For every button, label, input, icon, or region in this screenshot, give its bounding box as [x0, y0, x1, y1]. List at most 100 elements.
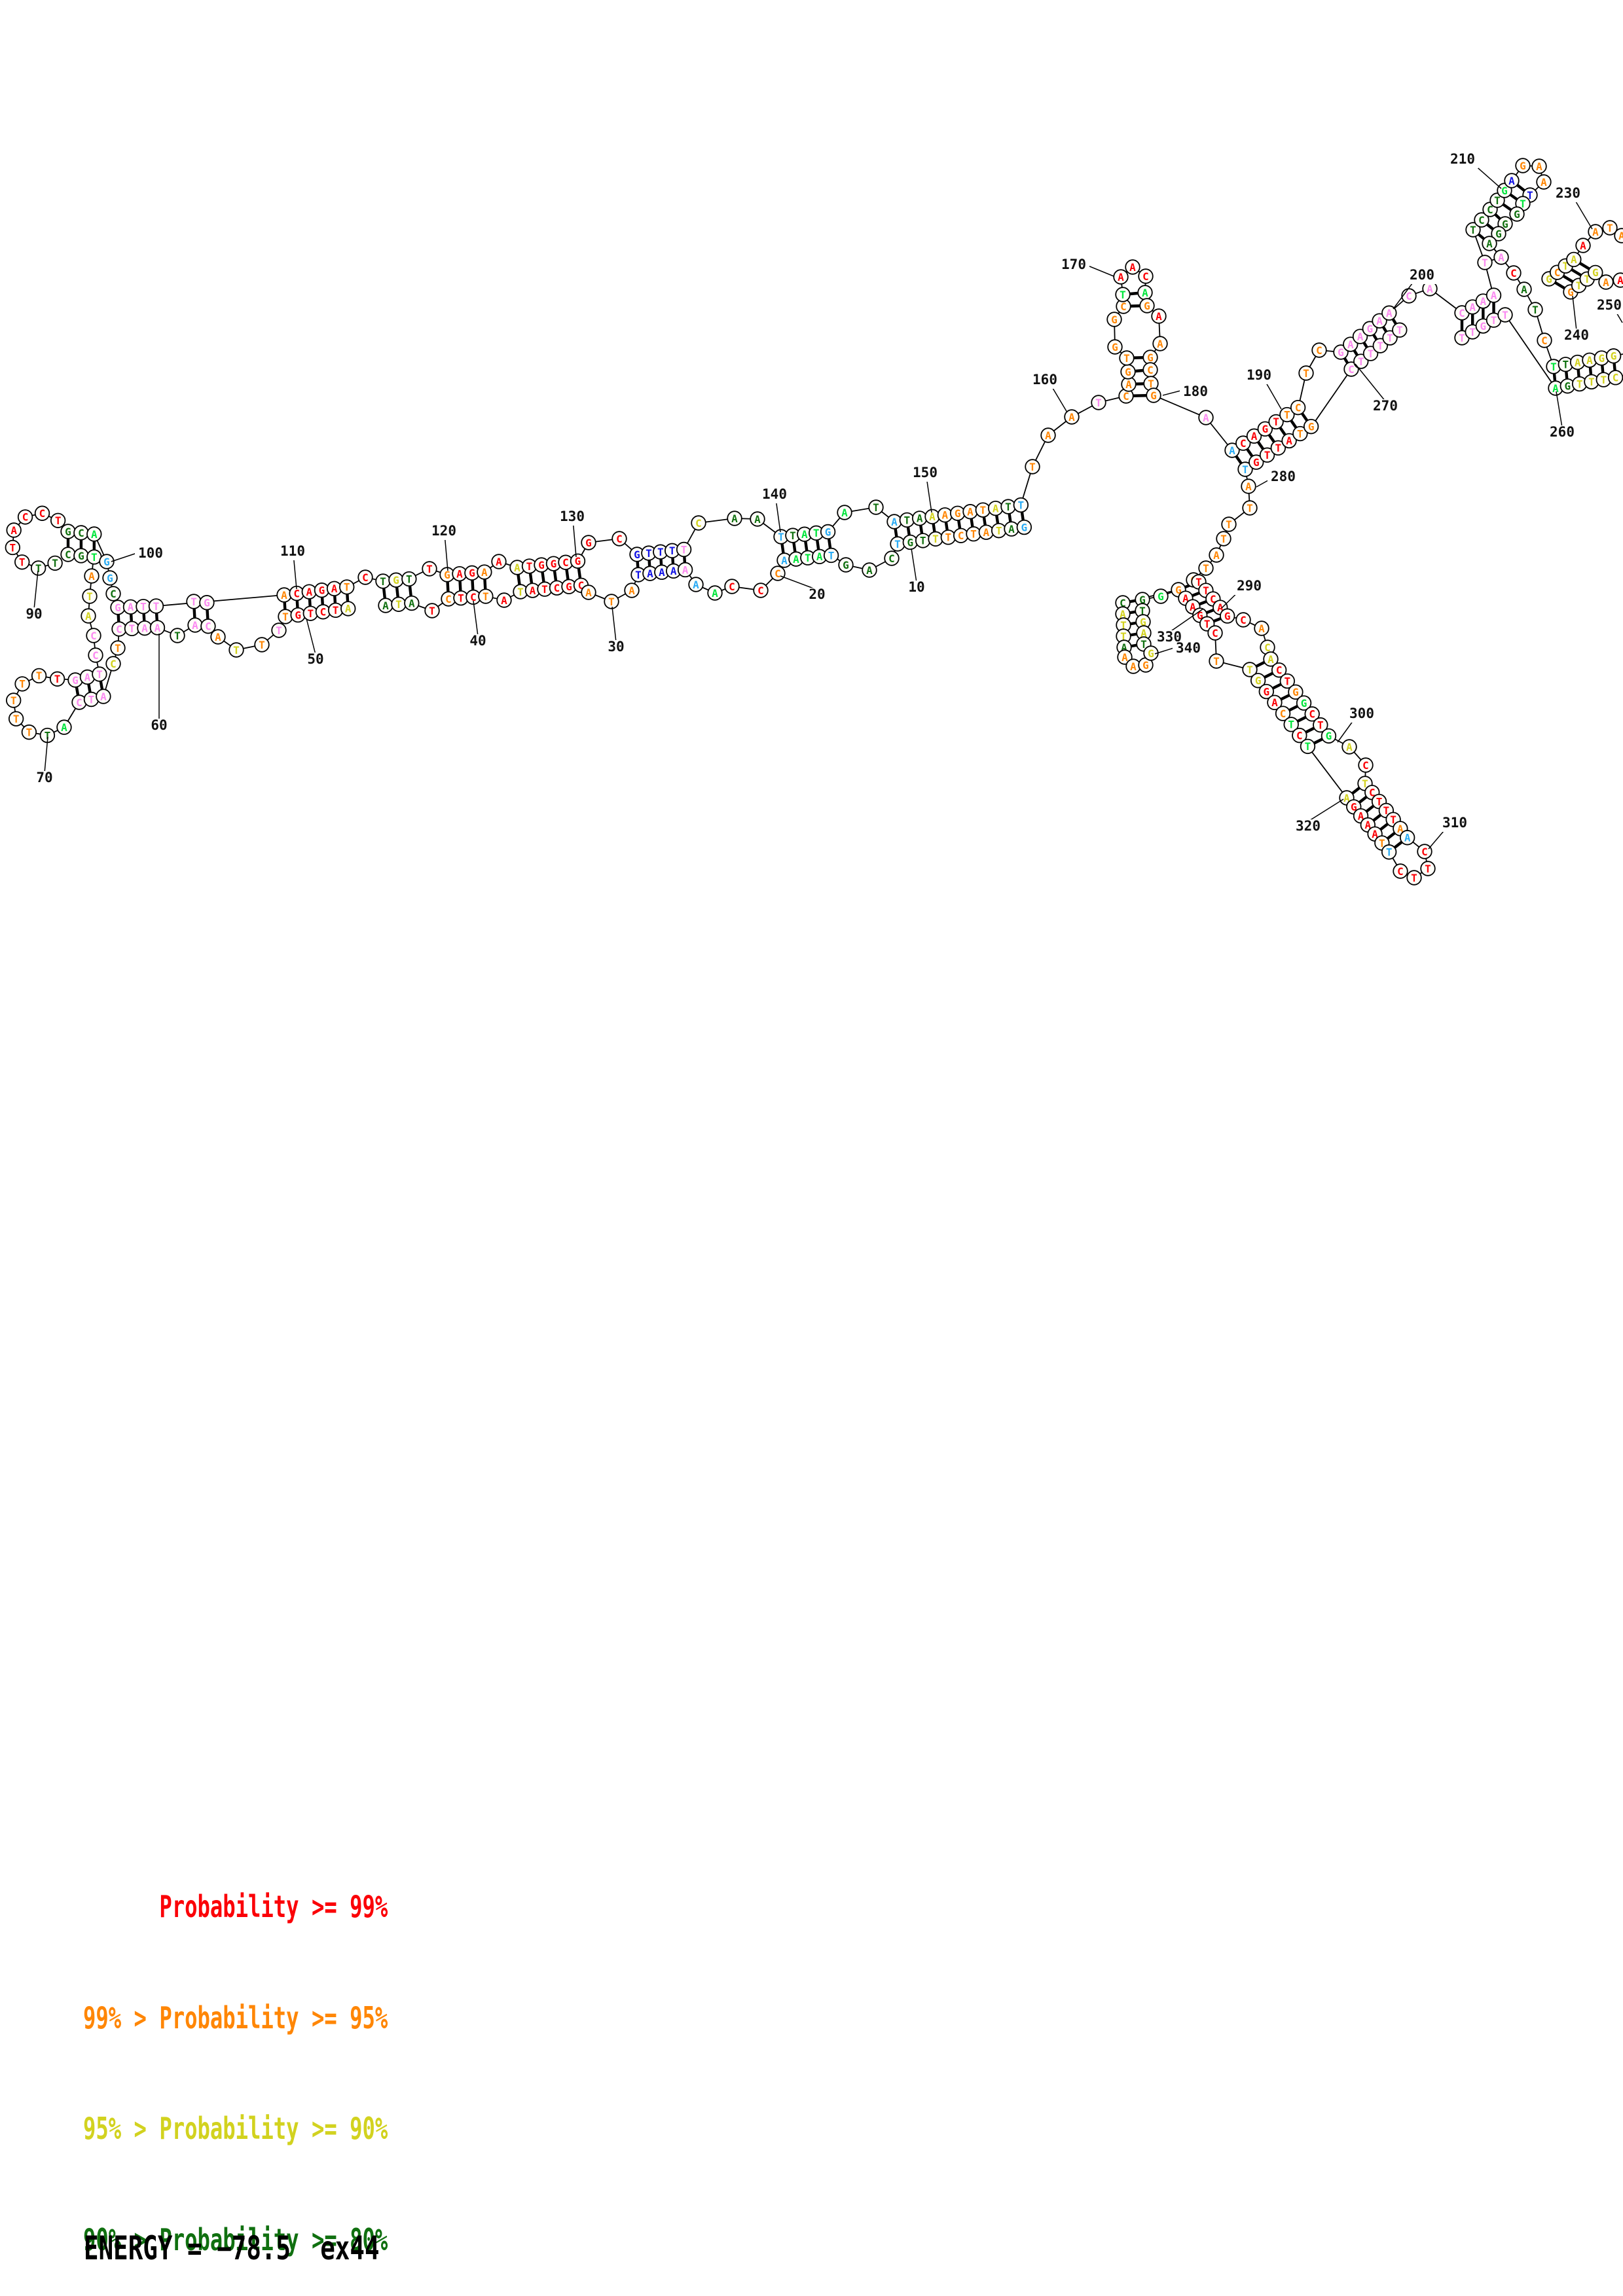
nucleotide-letter: A: [1346, 741, 1353, 753]
nucleotide-letter: G: [1021, 521, 1028, 533]
nucleotide-letter: T: [1005, 501, 1012, 513]
nucleotide-letter: A: [1045, 429, 1051, 442]
nucleotide: [1381, 305, 1397, 321]
nucleotide-letter: A: [1129, 261, 1136, 274]
nucleotide-letter: T: [828, 549, 835, 562]
nucleotide-letter: A: [281, 589, 287, 601]
nucleotide-letter: A: [1486, 238, 1493, 250]
nucleotide: [1220, 608, 1235, 624]
nucleotide: [8, 711, 24, 726]
nucleotide-letter: G: [1546, 273, 1552, 285]
nucleotide-letter: A: [1258, 622, 1265, 635]
nucleotide-letter: G: [1502, 218, 1508, 230]
nucleotide-letter: T: [980, 504, 987, 516]
nucleotide: [1246, 428, 1262, 444]
nucleotide-letter: A: [1229, 444, 1235, 457]
nucleotide-letter: A: [1397, 823, 1404, 835]
nucleotide-letter: G: [1301, 697, 1307, 709]
nucleotide-letter: A: [1182, 592, 1189, 605]
nucleotide-letter: A: [382, 600, 389, 612]
nucleotide: [677, 562, 693, 578]
nucleotide-letter: C: [90, 630, 97, 642]
nucleotide-letter: C: [1123, 390, 1129, 403]
label-leader-line: [1169, 608, 1204, 633]
energy-label: ENERGY = −78.5 ex44: [84, 2229, 380, 2267]
nucleotide-letter: C: [1348, 363, 1355, 376]
nucleotide-letter: C: [1613, 372, 1619, 384]
nucleotide-letter: A: [1121, 641, 1127, 654]
nucleotide-letter: A: [1386, 307, 1393, 319]
nucleotide-letter: A: [866, 564, 873, 577]
nucleotide-letter: A: [781, 554, 788, 567]
nucleotide-letter: A: [1575, 356, 1581, 368]
nucleotide: [1607, 370, 1623, 386]
nucleotide-letter: A: [345, 603, 352, 615]
nucleotide-letter: A: [1267, 653, 1274, 666]
nucleotide: [1258, 683, 1274, 700]
nucleotide-letter: A: [816, 550, 823, 563]
nucleotide-letter: A: [10, 524, 17, 537]
nucleotide: [1241, 478, 1256, 494]
nucleotide-letter: T: [1148, 378, 1154, 390]
nucleotide-letter: T: [1386, 846, 1393, 859]
nucleotide: [688, 577, 704, 592]
nucleotide-letter: T: [1120, 619, 1127, 632]
nucleotide-letter: T: [52, 557, 58, 569]
nucleotide-letter: A: [306, 586, 312, 598]
position-label: 290: [1237, 578, 1262, 594]
nucleotide-letter: A: [1376, 315, 1383, 327]
nucleotide-letter: C: [554, 582, 560, 594]
nucleotide-letter: G: [1480, 320, 1487, 332]
nucleotide-letter: A: [155, 622, 161, 634]
nucleotide: [148, 598, 164, 614]
position-label: 120: [431, 523, 456, 539]
nucleotide: [1125, 259, 1140, 275]
nucleotide-letter: C: [1120, 597, 1126, 609]
nucleotide-letter: T: [1195, 576, 1202, 588]
nucleotide-letter: T: [1482, 257, 1488, 269]
nucleotide-letter: T: [1527, 189, 1533, 202]
position-label: 150: [913, 465, 938, 480]
nucleotide: [1303, 418, 1319, 435]
position-label: 270: [1373, 398, 1398, 414]
nucleotide-letter: T: [1520, 198, 1526, 210]
nucleotide: [1267, 694, 1283, 711]
nucleotide: [1497, 307, 1513, 323]
nucleotide-letter: T: [1242, 463, 1249, 476]
nucleotide-letter: A: [1469, 301, 1476, 314]
nucleotide: [1531, 158, 1547, 174]
nucleotide-letter: T: [1139, 605, 1146, 617]
nucleotide-letter: A: [1122, 651, 1128, 664]
nucleotide-letter: T: [429, 605, 435, 617]
nucleotide-letter: A: [1491, 289, 1497, 302]
nucleotide-letter: A: [1571, 253, 1577, 266]
nucleotide: [1207, 625, 1223, 641]
nucleotide-letter: C: [1240, 614, 1247, 626]
nucleotide-letter: G: [1139, 594, 1146, 606]
nucleotide: [1420, 861, 1436, 876]
nucleotide-letter: C: [1280, 708, 1286, 720]
nucleotide-letter: A: [712, 587, 718, 600]
nucleotide-letter: T: [669, 545, 676, 557]
position-label: 140: [762, 486, 787, 502]
nucleotide: [88, 647, 103, 663]
nucleotide: [102, 570, 118, 586]
nucleotide-letter: C: [888, 552, 895, 565]
nucleotide-letter: T: [1120, 289, 1126, 301]
nucleotide-letter: T: [86, 590, 93, 603]
nucleotide-letter: T: [920, 535, 926, 547]
nucleotide: [1509, 206, 1525, 222]
nucleotide-letter: A: [585, 586, 592, 599]
nucleotide: [1477, 255, 1493, 270]
nucleotide-letter: A: [659, 566, 665, 579]
nucleotide: [339, 579, 355, 595]
label-leader-line: [44, 736, 48, 774]
nucleotide: [5, 539, 21, 556]
nucleotide-letter: T: [873, 501, 879, 514]
nucleotide-letter: T: [1284, 675, 1290, 687]
nucleotide: [820, 524, 836, 540]
position-label: 10: [908, 579, 924, 595]
nucleotide: [199, 595, 215, 611]
label-background: [467, 634, 489, 650]
